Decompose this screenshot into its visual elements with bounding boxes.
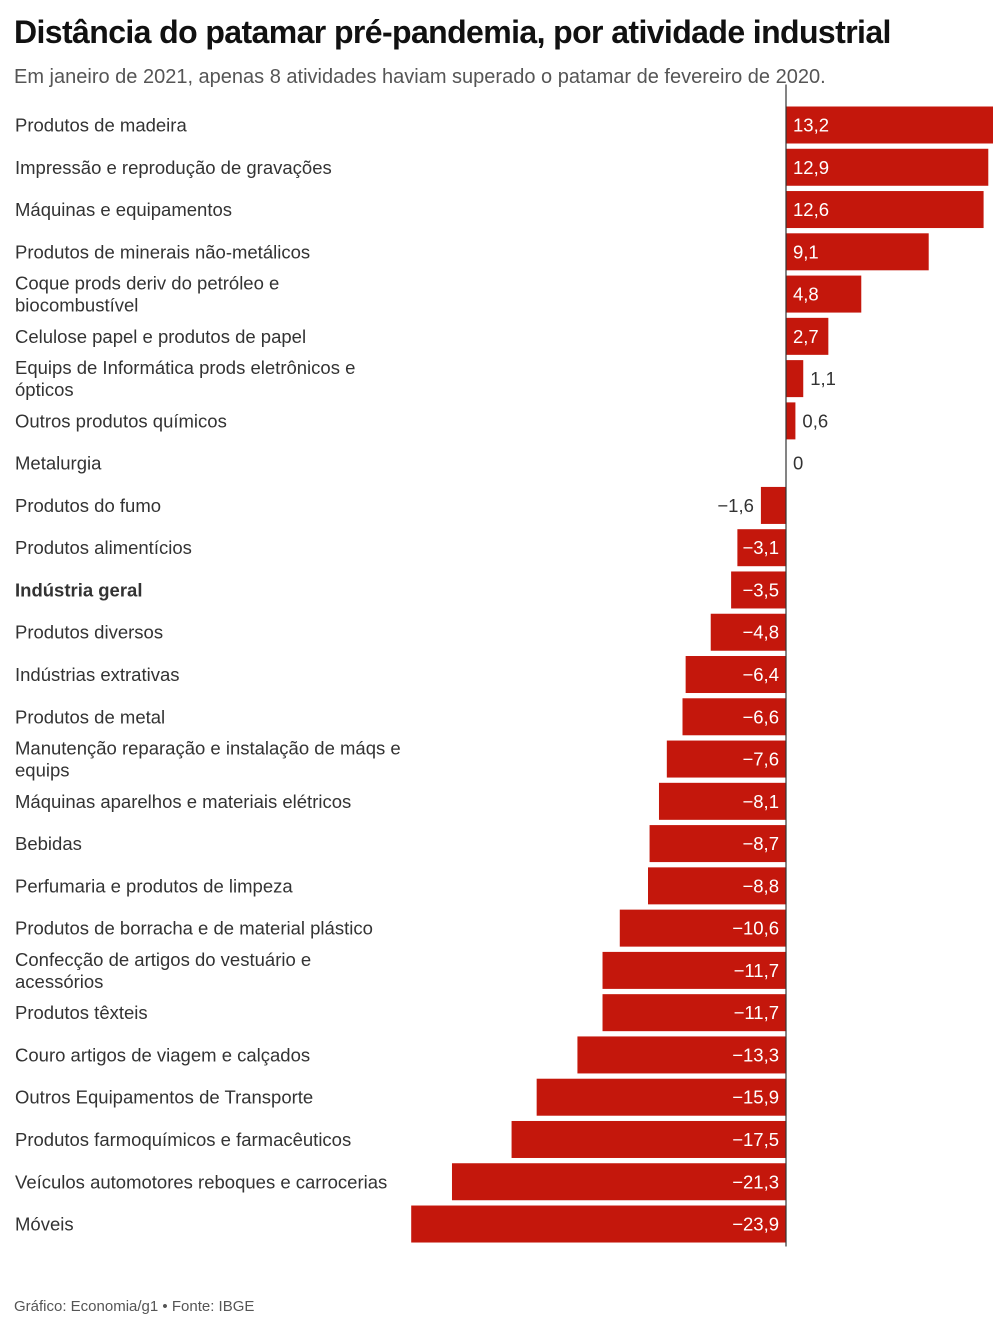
value-label: −15,9 bbox=[732, 1087, 779, 1108]
bar bbox=[786, 106, 993, 144]
value-label: −3,1 bbox=[742, 537, 779, 558]
category-label: Produtos de metal bbox=[15, 706, 165, 727]
value-label: 9,1 bbox=[793, 241, 819, 262]
value-label: −11,7 bbox=[734, 1002, 779, 1023]
value-label: −1,6 bbox=[717, 495, 754, 516]
value-label: −6,6 bbox=[742, 706, 779, 727]
value-label: −6,4 bbox=[742, 664, 779, 685]
category-label: Máquinas e equipamentos bbox=[15, 199, 232, 220]
credit-text: Gráfico: Economia/g1 bbox=[14, 1298, 159, 1315]
value-label: −3,5 bbox=[742, 579, 779, 600]
category-label: Outros produtos químicos bbox=[15, 410, 227, 431]
bar bbox=[737, 529, 786, 567]
bar bbox=[511, 1120, 786, 1158]
value-label: −21,3 bbox=[732, 1171, 779, 1192]
footer-separator: • bbox=[162, 1298, 168, 1315]
bar bbox=[786, 233, 929, 271]
bar bbox=[666, 740, 786, 778]
category-label: Produtos têxteis bbox=[15, 1002, 148, 1023]
bar bbox=[648, 867, 786, 905]
category-label: Equips de Informática prods eletrônicos … bbox=[15, 357, 355, 400]
value-label: −4,8 bbox=[742, 622, 779, 643]
bar bbox=[649, 825, 786, 863]
category-label: Indústrias extrativas bbox=[15, 664, 180, 685]
category-label: Móveis bbox=[15, 1214, 74, 1235]
bar bbox=[536, 1078, 786, 1116]
category-label: Metalurgia bbox=[15, 453, 102, 474]
bar bbox=[411, 1205, 786, 1243]
bar bbox=[731, 571, 786, 609]
value-label: −11,7 bbox=[734, 960, 779, 981]
source-text: Fonte: IBGE bbox=[171, 1298, 255, 1315]
bar bbox=[786, 360, 804, 398]
category-label: Confecção de artigos do vestuário e acess… bbox=[15, 949, 311, 992]
bar bbox=[786, 275, 862, 313]
value-label: −10,6 bbox=[732, 918, 779, 939]
category-label: Produtos de madeira bbox=[15, 115, 187, 136]
bar bbox=[786, 402, 796, 440]
bar bbox=[577, 1036, 786, 1074]
category-label: Indústria geral bbox=[15, 579, 142, 600]
value-label: 12,6 bbox=[793, 199, 829, 220]
value-label: 1,1 bbox=[810, 368, 836, 389]
chart-subtitle: Em janeiro de 2021, apenas 8 atividades … bbox=[14, 66, 826, 88]
bar bbox=[602, 994, 786, 1032]
value-label: 13,2 bbox=[793, 115, 829, 136]
category-label: Outros Equipamentos de Transporte bbox=[15, 1087, 313, 1108]
category-label: Couro artigos de viagem e calçados bbox=[15, 1044, 310, 1065]
bar bbox=[710, 613, 786, 651]
bar bbox=[451, 1163, 786, 1201]
bar bbox=[682, 698, 786, 736]
bar bbox=[658, 782, 786, 820]
value-label: −23,9 bbox=[732, 1214, 779, 1235]
category-label: Veículos automotores reboques e carrocer… bbox=[15, 1171, 387, 1192]
value-label: −8,7 bbox=[742, 833, 779, 854]
category-label: Perfumaria e produtos de limpeza bbox=[15, 875, 293, 896]
value-label: −7,6 bbox=[742, 749, 779, 770]
bar bbox=[786, 191, 984, 229]
category-label: Impressão e reprodução de gravações bbox=[15, 157, 332, 178]
category-label: Máquinas aparelhos e materiais elétricos bbox=[15, 791, 351, 812]
category-label: Produtos diversos bbox=[15, 622, 163, 643]
value-label: 0 bbox=[793, 453, 803, 474]
chart-footer: Gráfico: Economia/g1 • Fonte: IBGE bbox=[14, 1298, 254, 1315]
value-label: −8,1 bbox=[742, 791, 779, 812]
value-label: −13,3 bbox=[732, 1044, 779, 1065]
category-label: Coque prods deriv do petróleo e biocombus… bbox=[15, 273, 279, 316]
bar bbox=[619, 909, 786, 947]
category-label: Produtos farmoquímicos e farmacêuticos bbox=[15, 1129, 351, 1150]
value-label: −17,5 bbox=[732, 1129, 779, 1150]
category-label: Manutenção reparação e instalação de máq… bbox=[15, 738, 401, 781]
category-label: Produtos alimentícios bbox=[15, 537, 192, 558]
bar bbox=[760, 486, 786, 524]
category-label: Produtos de borracha e de material plást… bbox=[15, 918, 373, 939]
value-label: 4,8 bbox=[793, 284, 819, 305]
value-label: −8,8 bbox=[742, 875, 779, 896]
category-label: Produtos do fumo bbox=[15, 495, 161, 516]
bar bbox=[685, 656, 786, 694]
category-label: Celulose papel e produtos de papel bbox=[15, 326, 306, 347]
value-label: 0,6 bbox=[802, 410, 828, 431]
chart-title: Distância do patamar pré-pandemia, por a… bbox=[14, 14, 891, 50]
category-label: Bebidas bbox=[15, 833, 82, 854]
value-label: 12,9 bbox=[793, 157, 829, 178]
bar bbox=[786, 148, 989, 186]
bar-chart: Produtos de madeira 13,2 Impressão e repro… bbox=[15, 84, 993, 1247]
bar bbox=[602, 951, 786, 989]
bar bbox=[786, 317, 829, 355]
category-label: Produtos de minerais não-metálicos bbox=[15, 241, 310, 262]
value-label: 2,7 bbox=[793, 326, 819, 347]
